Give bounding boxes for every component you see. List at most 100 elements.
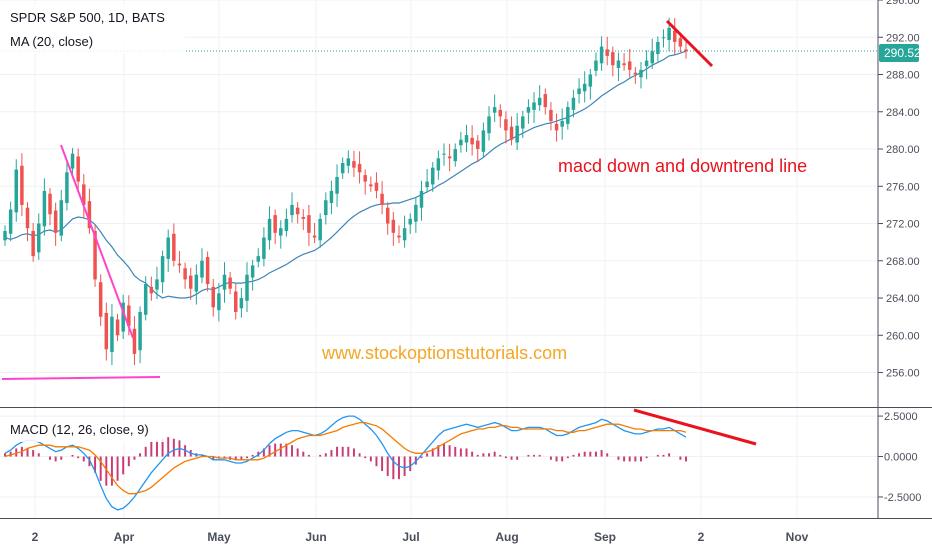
candles[interactable] <box>3 17 688 366</box>
candle[interactable] <box>633 67 638 84</box>
candle[interactable] <box>149 276 154 301</box>
candle[interactable] <box>622 53 626 71</box>
candle[interactable] <box>132 316 137 366</box>
candle[interactable] <box>324 192 328 225</box>
candle[interactable] <box>8 201 13 242</box>
candle[interactable] <box>616 52 621 82</box>
candle[interactable] <box>566 101 570 130</box>
candle[interactable] <box>402 215 407 248</box>
candle[interactable] <box>31 223 35 262</box>
candle[interactable] <box>329 180 334 215</box>
candle[interactable] <box>217 283 221 322</box>
candle[interactable] <box>194 264 199 305</box>
candle[interactable] <box>476 135 480 163</box>
candle[interactable] <box>537 85 542 111</box>
candle[interactable] <box>661 29 666 48</box>
candle[interactable] <box>504 111 508 144</box>
candle[interactable] <box>425 169 429 193</box>
candle[interactable] <box>521 110 525 138</box>
candle[interactable] <box>87 188 92 234</box>
candle[interactable] <box>442 143 446 166</box>
candle[interactable] <box>391 211 396 246</box>
candle[interactable] <box>363 169 367 195</box>
candle[interactable] <box>492 94 497 123</box>
candle[interactable] <box>605 36 609 66</box>
candle[interactable] <box>447 143 452 172</box>
candle[interactable] <box>239 287 244 318</box>
candle[interactable] <box>532 92 536 123</box>
candle[interactable] <box>481 122 486 158</box>
candle[interactable] <box>290 192 294 223</box>
candle[interactable] <box>301 209 306 231</box>
candle[interactable] <box>357 151 362 184</box>
candle[interactable] <box>374 172 379 199</box>
candle[interactable] <box>279 220 283 249</box>
candle[interactable] <box>554 113 559 142</box>
candle[interactable] <box>582 71 587 103</box>
candle[interactable] <box>515 113 519 150</box>
candle[interactable] <box>549 101 553 131</box>
candle[interactable] <box>37 213 41 260</box>
candle[interactable] <box>414 196 418 233</box>
candle[interactable] <box>397 225 401 244</box>
candle[interactable] <box>121 294 125 340</box>
candle[interactable] <box>419 180 424 221</box>
candle[interactable] <box>577 78 581 104</box>
candle[interactable] <box>307 204 311 246</box>
candle[interactable] <box>160 250 165 294</box>
candle[interactable] <box>3 225 7 246</box>
candle[interactable] <box>205 251 210 292</box>
candle[interactable] <box>340 157 345 179</box>
candle[interactable] <box>104 302 109 361</box>
candle[interactable] <box>644 50 649 80</box>
candle[interactable] <box>430 162 435 192</box>
candle[interactable] <box>352 150 356 177</box>
candle[interactable] <box>526 99 531 124</box>
candle[interactable] <box>498 104 503 128</box>
candle[interactable] <box>53 202 58 246</box>
candle[interactable] <box>487 106 491 141</box>
candle[interactable] <box>453 143 457 167</box>
candle[interactable] <box>312 223 317 244</box>
candle[interactable] <box>295 202 300 224</box>
candle[interactable] <box>188 267 193 300</box>
candle[interactable] <box>346 150 351 174</box>
candle[interactable] <box>627 48 632 78</box>
candle[interactable] <box>48 188 52 226</box>
candle[interactable] <box>672 18 677 55</box>
candle[interactable] <box>245 262 249 313</box>
candle[interactable] <box>115 313 120 341</box>
candle[interactable] <box>166 229 170 272</box>
candle[interactable] <box>65 159 69 211</box>
candle[interactable] <box>262 227 266 267</box>
candle[interactable] <box>228 271 232 295</box>
candle[interactable] <box>380 181 384 215</box>
candle[interactable] <box>82 174 86 218</box>
candle[interactable] <box>436 150 441 180</box>
candle[interactable] <box>509 116 514 146</box>
candle[interactable] <box>588 68 593 100</box>
candle[interactable] <box>684 41 688 59</box>
candle[interactable] <box>14 159 19 222</box>
candle[interactable] <box>138 306 142 364</box>
candle[interactable] <box>143 276 148 321</box>
candle[interactable] <box>222 262 227 303</box>
candle[interactable] <box>385 202 390 235</box>
candle[interactable] <box>369 176 373 192</box>
candle[interactable] <box>183 262 187 289</box>
candle[interactable] <box>42 178 47 236</box>
candle[interactable] <box>234 283 238 320</box>
candle[interactable] <box>256 248 261 268</box>
candle[interactable] <box>98 274 103 326</box>
candle[interactable] <box>25 202 30 242</box>
candle[interactable] <box>639 61 643 89</box>
candle[interactable] <box>172 223 176 267</box>
candle[interactable] <box>20 153 24 217</box>
candle[interactable] <box>611 46 615 77</box>
candle[interactable] <box>408 213 412 234</box>
candle[interactable] <box>459 131 463 153</box>
candle[interactable] <box>560 108 564 140</box>
candle[interactable] <box>211 278 215 317</box>
candle[interactable] <box>650 38 654 69</box>
